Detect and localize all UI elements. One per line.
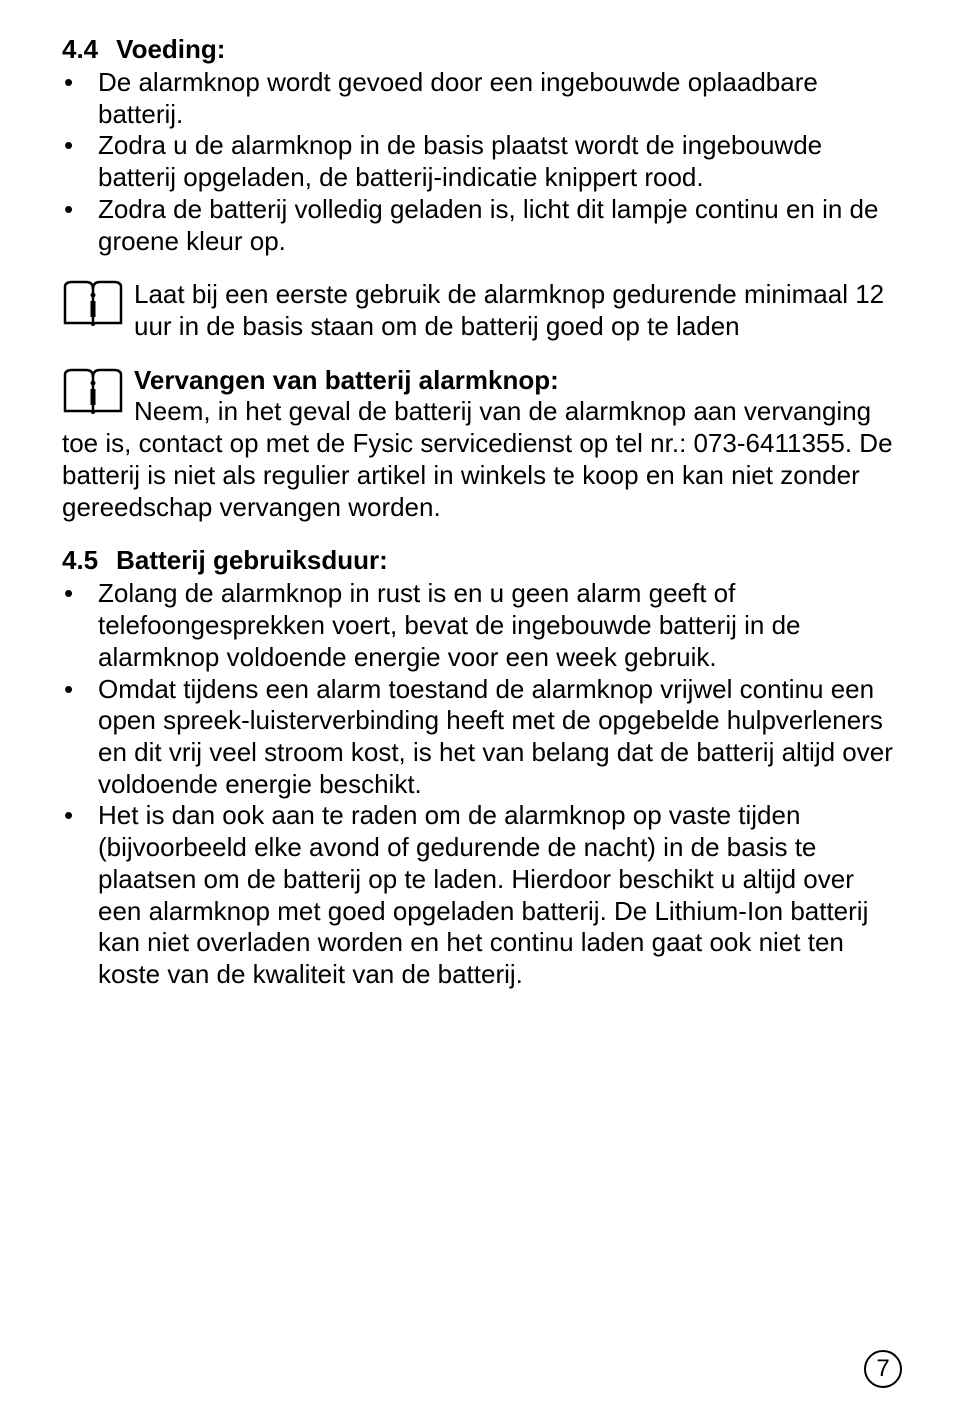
list-item: Zolang de alarmknop in rust is en u geen… (62, 578, 902, 673)
list-item: Het is dan ook aan te raden om de alarmk… (62, 800, 902, 990)
page-number: 7 (864, 1350, 902, 1388)
book-info-icon (62, 367, 124, 415)
book-info-icon (62, 279, 124, 327)
section-44-num: 4.4 (62, 34, 98, 65)
list-item: Zodra de batterij volledig geladen is, l… (62, 194, 902, 257)
section-45-title: Batterij gebruiksduur: (116, 545, 388, 575)
section-44-heading: 4.4 Voeding: (62, 34, 902, 65)
section-44-bullets: De alarmknop wordt gevoed door een ingeb… (62, 67, 902, 257)
list-item: Omdat tijdens een alarm toestand de alar… (62, 674, 902, 801)
section-44-title: Voeding: (116, 34, 225, 64)
info-2-heading: Vervangen van batterij alarmknop: (134, 365, 559, 395)
info-block-2: Vervangen van batterij alarmknop: Neem, … (62, 365, 902, 524)
section-45-bullets: Zolang de alarmknop in rust is en u geen… (62, 578, 902, 990)
info-2-body: Neem, in het geval de batterij van de al… (62, 396, 893, 521)
section-45-heading: 4.5 Batterij gebruiksduur: (62, 545, 902, 576)
info-2-text-wrap: Vervangen van batterij alarmknop: Neem, … (62, 365, 902, 524)
info-1-text: Laat bij een eerste gebruik de alarmknop… (134, 279, 902, 342)
list-item: Zodra u de alarmknop in de basis plaatst… (62, 130, 902, 193)
section-45-num: 4.5 (62, 545, 98, 576)
list-item: De alarmknop wordt gevoed door een ingeb… (62, 67, 902, 130)
info-block-1: Laat bij een eerste gebruik de alarmknop… (62, 279, 902, 342)
